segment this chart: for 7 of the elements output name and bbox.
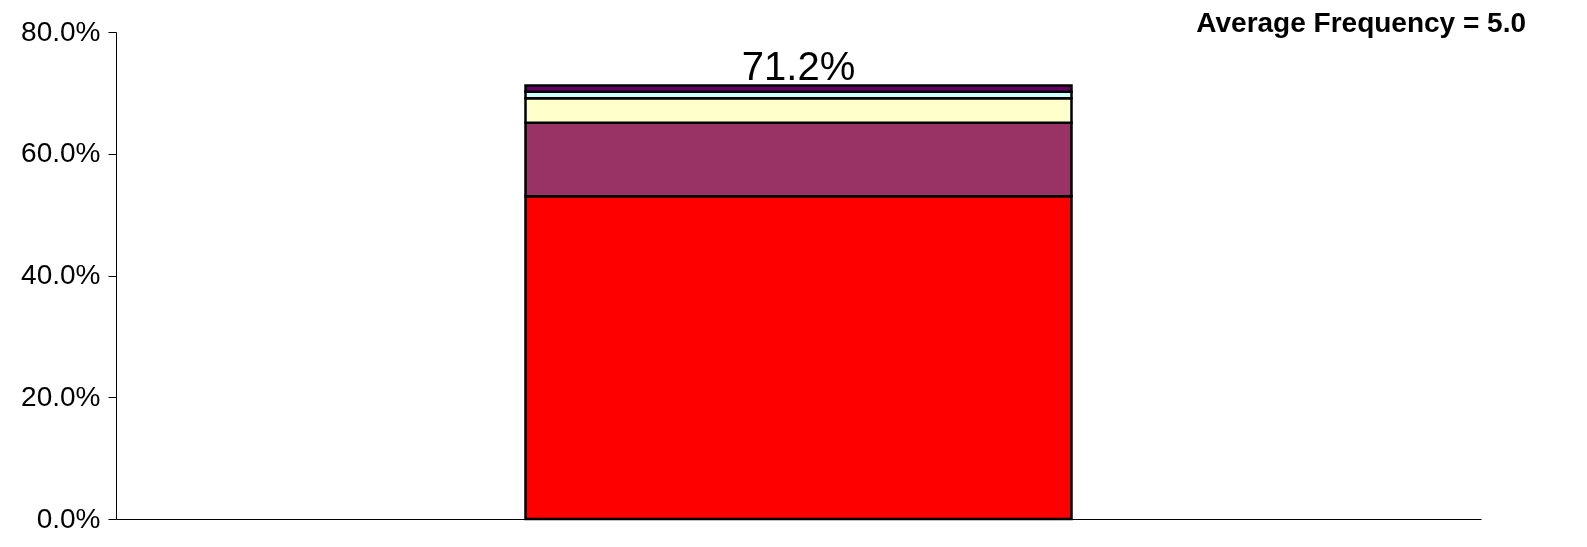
- y-tick-label: 0.0%: [36, 502, 101, 534]
- y-tick-label: 40.0%: [21, 259, 101, 290]
- chart-title: Average Frequency = 5.0: [1196, 7, 1526, 38]
- y-tick-label: 60.0%: [21, 137, 101, 169]
- y-tick-label: 80.0%: [21, 15, 101, 47]
- y-tick-label: 20.0%: [21, 380, 101, 412]
- total-label: 71.2%: [741, 43, 856, 88]
